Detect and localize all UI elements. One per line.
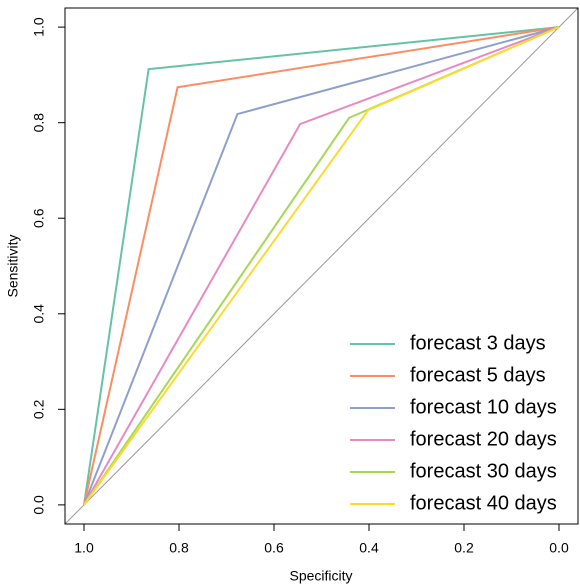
x-tick-label: 0.4 bbox=[359, 540, 379, 556]
legend-label: forecast 30 days bbox=[410, 460, 557, 482]
roc-line bbox=[83, 26, 560, 506]
legend-label: forecast 20 days bbox=[410, 428, 557, 450]
plot-frame bbox=[64, 7, 579, 525]
reference-diagonal bbox=[65, 8, 578, 524]
legend-label: forecast 5 days bbox=[410, 364, 546, 386]
y-tick-label: 0.4 bbox=[31, 304, 47, 324]
y-tick-label: 0.0 bbox=[31, 495, 47, 515]
roc-line bbox=[83, 26, 560, 506]
x-tick-label: 0.6 bbox=[264, 540, 284, 556]
roc-line bbox=[83, 26, 560, 506]
x-tick-label: 1.0 bbox=[74, 540, 94, 556]
y-tick-label: 1.0 bbox=[31, 17, 47, 37]
legend-label: forecast 40 days bbox=[410, 492, 557, 514]
x-tick-label: 0.0 bbox=[549, 540, 569, 556]
x-tick-label: 0.2 bbox=[454, 540, 474, 556]
roc-line bbox=[83, 26, 560, 506]
legend-label: forecast 3 days bbox=[410, 332, 546, 354]
y-tick-label: 0.8 bbox=[31, 113, 47, 133]
x-tick-label: 0.8 bbox=[169, 540, 189, 556]
y-tick-label: 0.2 bbox=[31, 399, 47, 419]
legend-label: forecast 10 days bbox=[410, 396, 557, 418]
roc-line bbox=[83, 26, 560, 506]
y-tick-label: 0.6 bbox=[31, 208, 47, 228]
legend: forecast 3 days forecast 5 days forecast 1… bbox=[350, 332, 557, 514]
x-axis-label: Specificity bbox=[289, 568, 352, 584]
y-axis-label: Sensitivity bbox=[5, 234, 21, 297]
